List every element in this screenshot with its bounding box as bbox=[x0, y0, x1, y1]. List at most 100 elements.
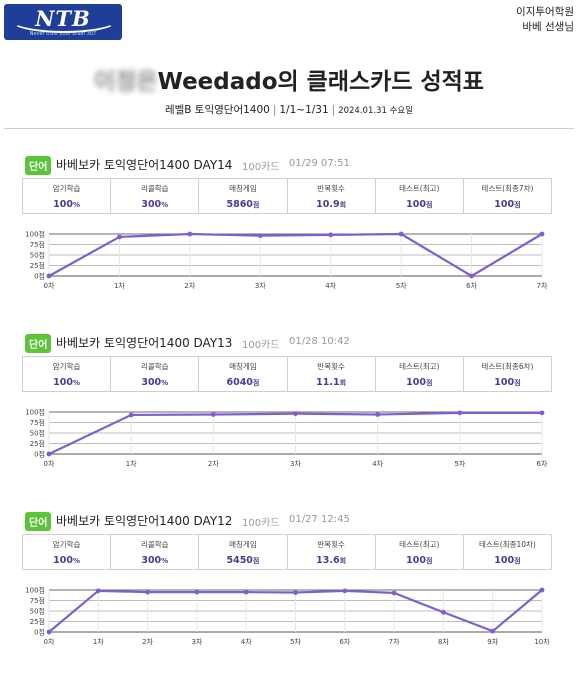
stat-cell: 테스트(최종6차) 100점 bbox=[462, 357, 551, 391]
result-section: 단어 바베보카 토익영단어1400 DAY13 100카드 01/28 10:42 암기… bbox=[22, 331, 552, 474]
stat-cell: 테스트(최고) 100점 bbox=[374, 535, 463, 569]
score-point bbox=[293, 590, 298, 595]
stat-cell: 리콜학습 300% bbox=[110, 357, 198, 391]
report-subtitle: 레벨B 토익영단어1400 | 1/1~1/31 | 2024.01.31 수요일 bbox=[0, 102, 578, 117]
teacher-name: 바베 선생님 bbox=[522, 21, 574, 33]
stat-cell: 매칭게임 5860점 bbox=[198, 179, 286, 213]
x-tick-label: 5차 bbox=[290, 637, 301, 646]
stat-cell: 암기학습 100% bbox=[23, 535, 110, 569]
stat-label: 테스트(최고) bbox=[399, 362, 440, 371]
x-tick-label: 3차 bbox=[290, 459, 301, 468]
x-tick-label: 8차 bbox=[438, 637, 449, 646]
stat-value: 300 bbox=[141, 199, 162, 210]
y-tick-label: 50점 bbox=[30, 252, 45, 260]
x-tick-label: 0차 bbox=[44, 281, 55, 290]
stat-value-wrap: 300% bbox=[111, 377, 198, 388]
stat-value: 300 bbox=[141, 377, 162, 388]
card-count: 100카드 bbox=[242, 518, 280, 529]
level-label: 레벨B 토익영단어1400 bbox=[164, 104, 270, 116]
x-tick-label: 4차 bbox=[372, 459, 383, 468]
stat-label: 반복횟수 bbox=[317, 362, 345, 371]
stat-cell: 반복횟수 10.9회 bbox=[286, 179, 375, 213]
score-point bbox=[391, 590, 397, 596]
stat-label: 반복횟수 bbox=[317, 540, 345, 549]
stat-value: 13.6 bbox=[316, 555, 340, 566]
stat-value: 100 bbox=[406, 377, 426, 388]
stat-value-wrap: 100점 bbox=[464, 377, 551, 388]
score-chart: 0점 25점 50점 75점 100점 0차 1차 2차 3차 4차 5차 6차 7차 8차 9차 10차 bbox=[25, 587, 550, 647]
x-tick-label: 9차 bbox=[487, 637, 498, 646]
stat-value: 11.1 bbox=[316, 377, 340, 388]
y-tick-label: 75점 bbox=[30, 597, 45, 605]
section-title: 바베보카 토익영단어1400 DAY13 bbox=[56, 336, 233, 350]
stat-unit: 점 bbox=[514, 379, 521, 387]
x-tick-label: 0차 bbox=[44, 637, 55, 646]
stat-value: 100 bbox=[406, 199, 426, 210]
stat-value: 100 bbox=[53, 377, 73, 388]
logo-text: NTB bbox=[35, 6, 91, 31]
stat-label: 테스트(최종7차) bbox=[481, 184, 534, 193]
x-tick-label: 1차 bbox=[126, 459, 137, 468]
report-title: 이정은Weedado의 클래스카드 성적표 bbox=[0, 62, 578, 96]
stat-value: 100 bbox=[53, 199, 73, 210]
y-tick-label: 100점 bbox=[25, 231, 45, 239]
stat-cell: 반복횟수 13.6회 bbox=[286, 535, 375, 569]
score-point bbox=[187, 231, 193, 237]
stat-value-wrap: 10.9회 bbox=[288, 199, 375, 210]
stat-unit: 회 bbox=[339, 379, 347, 387]
y-tick-label: 50점 bbox=[30, 608, 45, 616]
stat-value-wrap: 100점 bbox=[464, 199, 551, 210]
x-tick-label: 7차 bbox=[537, 281, 548, 290]
score-point bbox=[441, 609, 446, 615]
score-point bbox=[469, 273, 474, 279]
stat-label: 테스트(최고) bbox=[399, 184, 440, 193]
stat-value: 100 bbox=[494, 199, 515, 210]
stat-value-wrap: 100점 bbox=[376, 377, 463, 388]
stat-label: 리콜학습 bbox=[140, 362, 169, 371]
ntb-logo: NTB Never trust your brain 307 bbox=[4, 4, 122, 40]
x-tick-label: 10차 bbox=[534, 637, 550, 646]
stat-cell: 암기학습 100% bbox=[23, 357, 110, 391]
y-tick-label: 100점 bbox=[25, 409, 45, 417]
stat-label: 매칭게임 bbox=[229, 184, 257, 193]
x-tick-label: 0차 bbox=[44, 459, 55, 468]
stat-label: 암기학습 bbox=[52, 540, 81, 549]
score-point bbox=[145, 589, 150, 595]
stat-unit: 회 bbox=[339, 201, 347, 209]
score-point bbox=[293, 411, 298, 417]
x-tick-label: 6차 bbox=[537, 459, 548, 468]
score-point bbox=[46, 273, 52, 279]
divider bbox=[4, 128, 574, 129]
score-chart: 0점 25점 50점 75점 100점 0차 1차 2차 3차 4차 5차 6차 bbox=[25, 409, 548, 469]
stat-unit: % bbox=[161, 557, 169, 565]
separator: | bbox=[272, 104, 277, 116]
x-tick-label: 3차 bbox=[191, 637, 202, 646]
x-tick-label: 1차 bbox=[93, 637, 104, 646]
stat-value-wrap: 300% bbox=[111, 555, 198, 566]
stat-value-wrap: 5860점 bbox=[199, 199, 286, 210]
score-point bbox=[490, 628, 496, 634]
section-header: 단어 바베보카 토익영단어1400 DAY13 100카드 01/28 10:42 bbox=[22, 331, 552, 353]
logo-tagline: Never trust your brain 307 bbox=[29, 31, 97, 37]
stat-value: 6040 bbox=[226, 377, 253, 388]
stat-unit: 점 bbox=[252, 557, 260, 565]
stat-value-wrap: 100% bbox=[23, 555, 110, 566]
stat-value: 100 bbox=[406, 555, 426, 566]
score-point bbox=[128, 412, 134, 418]
stat-value: 300 bbox=[141, 555, 162, 566]
stat-value: 100 bbox=[494, 377, 515, 388]
stat-value-wrap: 100% bbox=[23, 377, 110, 388]
result-section: 단어 바베보카 토익영단어1400 DAY12 100카드 01/27 12:45 암기… bbox=[22, 509, 552, 652]
stat-label: 매칭게임 bbox=[229, 540, 257, 549]
y-tick-label: 75점 bbox=[30, 419, 45, 427]
score-point bbox=[117, 234, 122, 240]
y-tick-label: 25점 bbox=[30, 262, 45, 270]
stat-unit: % bbox=[161, 379, 169, 387]
student-name-blurred: 이정은 bbox=[94, 69, 158, 95]
stats-table: 암기학습 100% 리콜학습 300% 매칭게임 5450점 반복횟수 13.6회 테스트(최고… bbox=[22, 534, 552, 570]
stat-unit: % bbox=[73, 379, 81, 387]
x-tick-label: 5차 bbox=[454, 459, 465, 468]
academy-info: 이지투어학원 바베 선생님 bbox=[516, 5, 574, 35]
report-title-text: Weedado의 클래스카드 성적표 bbox=[157, 69, 484, 95]
stats-table: 암기학습 100% 리콜학습 300% 매칭게임 6040점 반복횟수 11.1회 테스트(최고… bbox=[22, 356, 552, 392]
